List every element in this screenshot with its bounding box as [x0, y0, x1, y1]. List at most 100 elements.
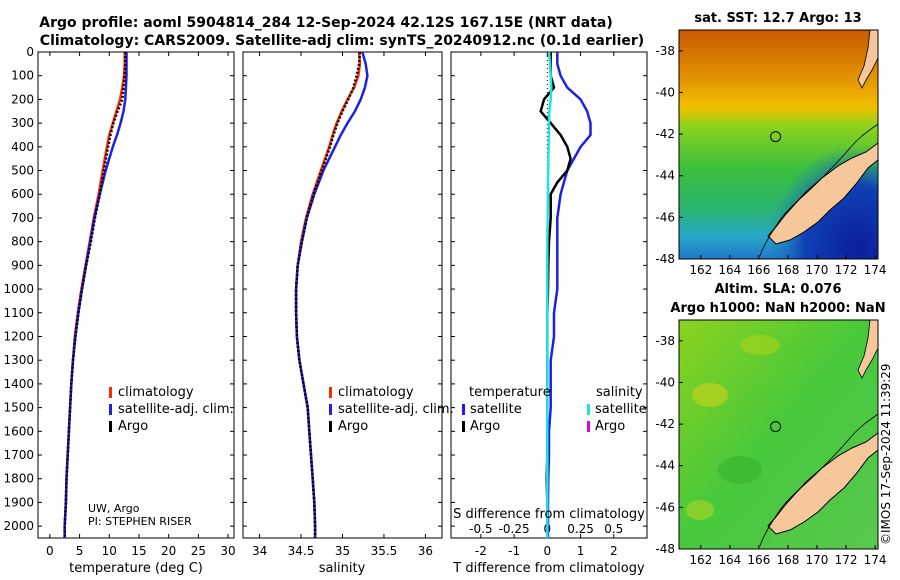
temperature-panel-legend: climatology satellite-adj. clim. Argo	[109, 385, 234, 434]
x-tick-label: 35.5	[371, 544, 398, 558]
map-lon-label: 168	[776, 263, 799, 277]
y-tick-label: 900	[11, 258, 34, 272]
sst-float-marker	[770, 131, 782, 143]
series-line-satellite-adj-clim-	[294, 51, 369, 538]
y-tick-label: 400	[11, 140, 34, 154]
legend-header-salinity: salinity	[596, 385, 643, 400]
y-tick-label: 0	[26, 45, 34, 59]
sla-blob	[740, 335, 780, 355]
sst-map-panel: sat. SST: 12.7 Argo: 13 -38 -40 -42 -44 -46 -…	[655, 11, 886, 277]
map-lat-label: -48	[655, 542, 675, 556]
x-tick-label: -2	[475, 544, 487, 558]
y-tick-label: 700	[11, 211, 34, 225]
map-lon-label: 170	[806, 263, 829, 277]
map-lat-label: -38	[655, 44, 675, 58]
y-tick-label: 1900	[3, 495, 34, 509]
difference-panel-legend: temperature salinity satellite Argo satellit…	[462, 385, 647, 434]
y-tick-label: 2000	[3, 519, 34, 533]
legend-swatch	[109, 421, 112, 432]
y-tick-label: 200	[11, 92, 34, 106]
x-tick-label: 30	[220, 544, 235, 558]
legend-swatch	[462, 421, 465, 432]
x-tick-label: 25	[191, 544, 206, 558]
legend-swatch	[587, 421, 590, 432]
x-tick-label: 34.5	[288, 544, 315, 558]
map-lon-label: 162	[689, 553, 712, 567]
map-lat-label: -48	[655, 252, 675, 266]
figure-title-line2: Climatology: CARS2009. Satellite-adj cli…	[40, 33, 644, 49]
x-tick-label: 36	[418, 544, 433, 558]
y-tick-label: 1800	[3, 472, 34, 486]
series-line-satellite-adj-clim-	[63, 52, 128, 538]
x2-tick-label: -0.25	[499, 522, 530, 536]
y-tick-label: 1600	[3, 424, 34, 438]
legend-swatch	[329, 404, 332, 415]
temperature-axes-frame	[37, 51, 235, 539]
map-lon-label: 168	[776, 553, 799, 567]
x2-tick-label: -0.5	[469, 522, 492, 536]
x-tick-label: 0	[544, 544, 552, 558]
y-tick-label: 1300	[3, 353, 34, 367]
y-tick-label: 1700	[3, 448, 34, 462]
x-tick-label: 2	[610, 544, 618, 558]
map-lat-label: -40	[655, 85, 675, 99]
legend-swatch	[587, 404, 590, 415]
figure-title-line1: Argo profile: aoml 5904814_284 12-Sep-20…	[39, 15, 613, 31]
y-tick-label: 300	[11, 116, 34, 130]
y-tick-label: 800	[11, 235, 34, 249]
imos-timestamp: ©IMOS 17-Sep-2024 11:39:29	[879, 363, 893, 545]
map-lat-label: -46	[655, 210, 675, 224]
legend-label: climatology	[118, 385, 194, 400]
series-line-salinity-satellite	[546, 51, 553, 538]
sla-contour	[759, 413, 879, 547]
y-tick-label: 1100	[3, 306, 34, 320]
x-tick-label: 15	[131, 544, 146, 558]
map-lon-label: 172	[835, 263, 858, 277]
legend-swatch	[462, 404, 465, 415]
legend-label: Argo	[595, 419, 625, 434]
sst-map-frame	[678, 29, 879, 260]
y-tick-label: 500	[11, 164, 34, 178]
salinity-panel-legend: climatology satellite-adj. clim. Argo	[329, 385, 454, 434]
sst-deep-water	[679, 30, 878, 259]
map-lon-label: 174	[864, 553, 887, 567]
map-lat-label: -44	[655, 459, 675, 473]
sla-map-title2: Argo h1000: NaN h2000: NaN	[670, 301, 885, 316]
legend-label: Argo	[470, 419, 500, 434]
salinity-axes-frame	[242, 51, 443, 539]
series-line-temperature-satellite	[546, 52, 592, 538]
legend-header-temperature: temperature	[469, 385, 551, 400]
s-difference-axis-label: S difference from climatology	[453, 507, 645, 522]
sst-contour	[759, 123, 879, 257]
map-lon-label: 164	[718, 263, 741, 277]
legend-swatch	[109, 387, 112, 398]
sla-blob	[686, 500, 714, 520]
legend-swatch	[109, 404, 112, 415]
south-island-land	[767, 432, 879, 535]
legend-label: climatology	[338, 385, 414, 400]
map-lon-label: 166	[747, 263, 770, 277]
y-tick-label: 100	[11, 69, 34, 83]
series-line-argo	[294, 51, 362, 538]
map-lon-label: 170	[806, 553, 829, 567]
x-tick-label: 10	[102, 544, 117, 558]
x-tick-label: 5	[76, 544, 84, 558]
map-lat-label: -38	[655, 334, 675, 348]
t-difference-axis-label: T difference from climatology	[452, 561, 645, 576]
sla-blob	[692, 383, 728, 407]
y-tick-label: 1400	[3, 377, 34, 391]
x2-tick-label: 0.5	[604, 522, 623, 536]
map-lat-label: -40	[655, 375, 675, 389]
legend-label: satellite	[470, 402, 522, 417]
legend-label: satellite-adj. clim.	[118, 402, 234, 417]
sla-map-panel: Altim. SLA: 0.076 Argo h1000: NaN h2000:…	[655, 282, 886, 567]
sla-map-frame	[678, 319, 879, 550]
y-tick-label: 1200	[3, 329, 34, 343]
salinity-axis-label: salinity	[319, 561, 366, 576]
x-tick-label: 35	[335, 544, 350, 558]
south-island-land	[767, 142, 879, 245]
y-tick-label: 1500	[3, 401, 34, 415]
map-lat-label: -44	[655, 169, 675, 183]
